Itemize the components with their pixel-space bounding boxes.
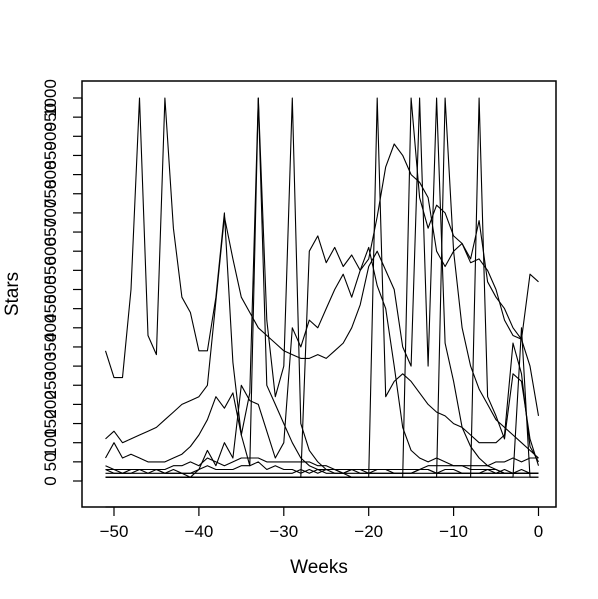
- y-tick-label-15: 750: [41, 180, 60, 208]
- x-axis: −50 −40 −30 −20 −10 0: [100, 506, 543, 541]
- y-tick-label-16: 800: [41, 160, 60, 188]
- series-line-2: [105, 97, 539, 478]
- y-tick-label-19: 950: [41, 103, 60, 131]
- y-tick-label-11: 550: [41, 256, 60, 284]
- series-layer: [104, 97, 540, 478]
- x-tick-label-1: −40: [184, 522, 213, 541]
- series-line-13: [105, 461, 539, 474]
- y-tick-label-18: 900: [41, 122, 60, 150]
- y-tick-label-5: 250: [41, 371, 60, 399]
- y-tick-label-10: 500: [41, 275, 60, 303]
- y-axis-title: Stars: [2, 272, 23, 316]
- series-line-4: [105, 143, 539, 478]
- y-tick-label-9: 450: [41, 294, 60, 322]
- series-line-1: [104, 97, 539, 478]
- y-tick-label-6: 300: [41, 352, 60, 380]
- series-line-7: [105, 97, 539, 478]
- x-tick-label-4: −10: [439, 522, 468, 541]
- y-tick-label-3: 150: [41, 409, 60, 437]
- series-line-9: [105, 457, 539, 474]
- series-line-11: [105, 97, 540, 478]
- y-tick-label-2: 100: [41, 429, 60, 457]
- y-tick-label-17: 850: [41, 141, 60, 169]
- x-axis-title: Weeks: [290, 557, 348, 578]
- y-tick-label-0: 0: [41, 476, 60, 485]
- y-tick-label-1: 50: [41, 452, 60, 471]
- x-tick-label-0: −50: [100, 522, 129, 541]
- series-line-5: [105, 97, 540, 478]
- y-tick-label-14: 700: [41, 199, 60, 227]
- y-tick-label-20: 1000: [41, 79, 60, 117]
- series-line-6: [105, 97, 539, 474]
- y-tick-label-13: 650: [41, 218, 60, 246]
- x-tick-label-3: −20: [354, 522, 383, 541]
- x-tick-label-2: −30: [269, 522, 298, 541]
- series-line-12: [105, 327, 539, 478]
- y-axis: 0501001502002503003504004505005506006507…: [41, 79, 83, 486]
- x-tick-label-5: 0: [534, 522, 543, 541]
- series-line-3: [105, 97, 539, 474]
- y-tick-label-4: 200: [41, 390, 60, 418]
- y-tick-label-7: 350: [41, 333, 60, 361]
- y-tick-label-8: 400: [41, 314, 60, 342]
- y-tick-label-12: 600: [41, 237, 60, 265]
